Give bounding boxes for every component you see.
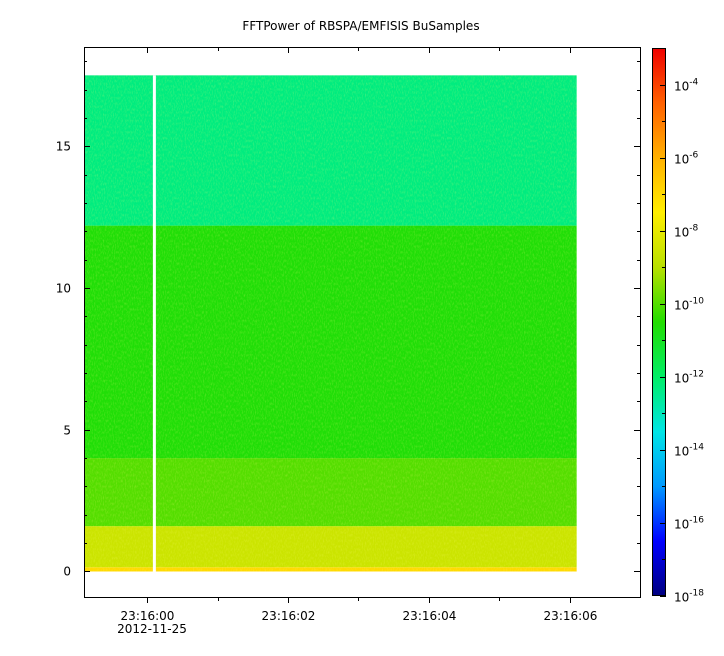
x-date-label: 2012-11-25: [117, 622, 187, 636]
colorbar-gradient: [652, 48, 666, 596]
colorbar-tick-label: 10-14: [674, 443, 704, 459]
chart-title: FFTPower of RBSPA/EMFISIS BuSamples: [242, 19, 479, 33]
x-axis: 23:16:00 23:16:02 23:16:04 23:16:06: [121, 47, 598, 623]
plot-frame: [84, 47, 641, 598]
y-tick-label: 10: [56, 282, 71, 296]
spectrogram-texture: [84, 75, 577, 572]
colorbar-tick-label: 10-16: [674, 516, 704, 532]
x-tick-label: 23:16:04: [403, 609, 457, 623]
y-tick-label: 15: [56, 140, 71, 154]
colorbar-ticks: 10-4 10-6 10-8 10-10 10-12 10-14 10-16 10-18: [660, 48, 704, 605]
plot-area: [84, 47, 641, 598]
y-tick-label: 5: [63, 424, 71, 438]
x-tick-label: 23:16:02: [262, 609, 316, 623]
x-tick-label: 23:16:06: [544, 609, 598, 623]
x-tick-label: 23:16:00: [121, 609, 175, 623]
colorbar-tick-label: 10-6: [674, 151, 699, 167]
y-axis: 0 5 10 15: [56, 61, 640, 579]
colorbar-tick-label: 10-18: [674, 589, 704, 605]
colorbar-tick-label: 10-4: [674, 78, 699, 94]
colorbar-tick-label: 10-12: [674, 370, 704, 386]
colorbar: 10-4 10-6 10-8 10-10 10-12 10-14 10-16 10-18: [652, 48, 704, 605]
data-gap: [152, 75, 156, 572]
colorbar-tick-label: 10-8: [674, 224, 699, 240]
colorbar-tick-label: 10-10: [674, 297, 704, 313]
y-tick-label: 0: [63, 565, 71, 579]
colorbar-frame: [652, 48, 666, 596]
